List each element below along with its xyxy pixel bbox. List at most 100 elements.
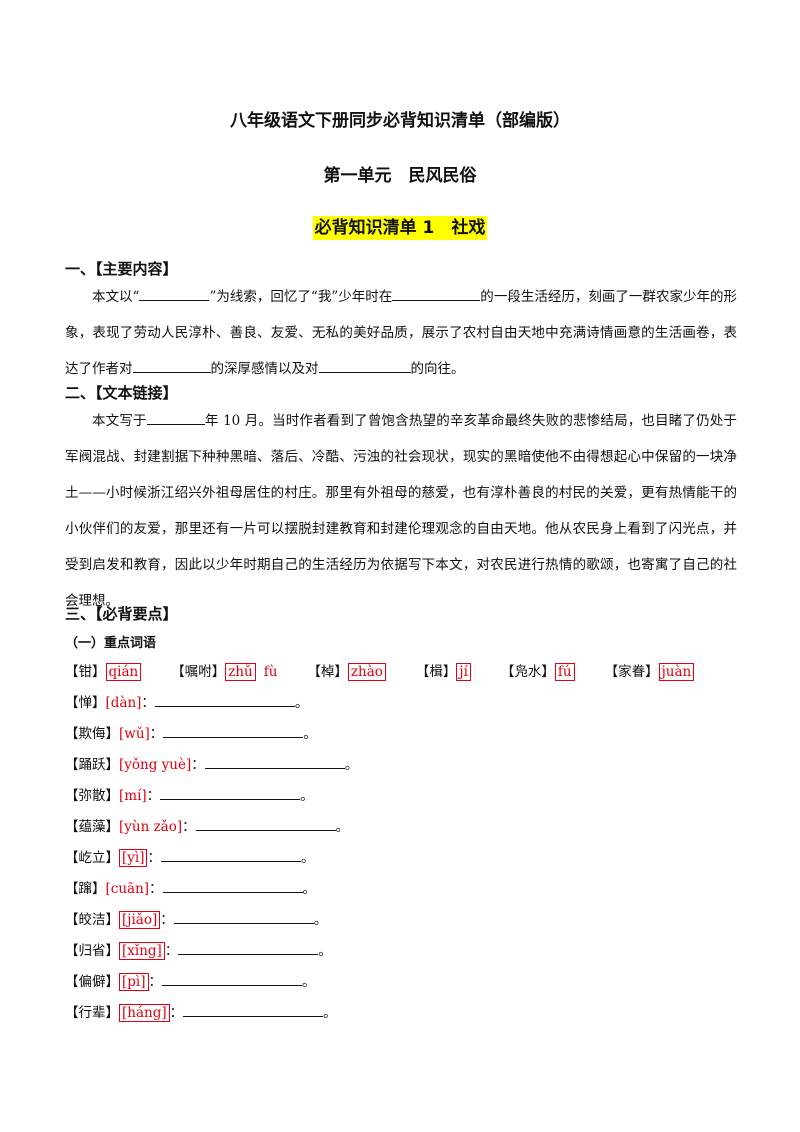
blank <box>132 358 211 373</box>
terminator: 。 <box>294 695 309 711</box>
word: 【欺侮】 <box>65 726 119 742</box>
terminator: 。 <box>323 1005 337 1021</box>
word: 【楫】 <box>415 664 457 680</box>
word: 【弥散】 <box>65 788 119 804</box>
text: ”为线索，回忆了“我”少年时在 <box>209 289 393 305</box>
section-heading: 一、【主要内容】 <box>65 260 178 278</box>
pinyin: [jiǎo] <box>119 911 161 929</box>
text: 的向往。 <box>410 361 465 377</box>
section-heading: 二、【文本链接】 <box>65 384 178 402</box>
blank <box>183 1002 324 1017</box>
pinyin: zhǔ <box>225 663 256 681</box>
separator: ： <box>169 1005 184 1021</box>
word: 【偏僻】 <box>65 974 119 990</box>
pinyin: [pì] <box>119 973 149 991</box>
word: 【凫水】 <box>500 664 555 680</box>
pinyin: [xǐng] <box>119 942 165 960</box>
section: 二、【文本链接】 本文写于年 10 月。当时作者看到了曾饱含热望的辛亥革命最终失败… <box>65 382 737 619</box>
terminator: 。 <box>300 788 314 804</box>
pinyin: [wǔ] <box>119 726 150 742</box>
pinyin: [háng] <box>119 1004 170 1022</box>
text: 年 10 月。当时作者看到了曾饱含热望的辛亥革命最终失败的悲惨结局，也目睹了仍处… <box>65 413 738 609</box>
pinyin: [mí] <box>119 788 147 804</box>
terminator: 。 <box>313 912 328 928</box>
vocab-item: 【棹】 zhào <box>307 657 386 688</box>
blank <box>139 286 210 301</box>
blank <box>154 692 295 707</box>
separator: ： <box>149 881 163 897</box>
subheading: （一）重点词语 <box>65 636 157 651</box>
vocab-row: 【惮】[dàn]： 。 <box>65 688 737 719</box>
lesson-title-text: 必背知识清单 1 社戏 <box>312 216 488 240</box>
blank <box>163 723 304 738</box>
blank <box>318 358 411 373</box>
word: 【蹿】 <box>65 881 106 897</box>
section: 一、【主要内容】本文以“ ”为线索，回忆了“我”少年时在 的一段生活经历，刻画了一群… <box>65 258 737 387</box>
terminator: 。 <box>302 974 316 990</box>
word: 【归省】 <box>65 943 119 959</box>
pinyin: [cuān] <box>105 881 150 897</box>
separator: ： <box>149 726 164 742</box>
separator: ： <box>160 912 174 928</box>
separator: ： <box>146 788 161 804</box>
vocab-row: 【蕴藻】[yùn zǎo]： 。 <box>65 812 737 843</box>
lesson-title: 必背知识清单 1 社戏 <box>0 213 800 240</box>
separator: ： <box>147 850 161 866</box>
separator: ： <box>164 943 179 959</box>
terminator: 。 <box>303 726 317 742</box>
pinyin: juàn <box>658 663 695 681</box>
word: 【屹立】 <box>65 850 119 866</box>
word: 【钳】 <box>65 664 106 680</box>
pinyin: [yùn zǎo] <box>119 819 183 835</box>
word: 【皎洁】 <box>65 912 119 928</box>
separator: ： <box>191 757 205 773</box>
pinyin: zhào <box>347 663 386 681</box>
vocab-row: 【弥散】[mí]： 。 <box>65 781 737 812</box>
vocab-row: 【偏僻】 [pì]： 。 <box>65 967 737 998</box>
vocab-row: 【行辈】 [háng]： 。 <box>65 998 737 1029</box>
blank <box>160 785 301 800</box>
vocab-item: 【楫】 jí <box>416 657 471 688</box>
pinyin: jí <box>456 663 471 681</box>
vocab-row: 【踊跃】[yǒng yuè]： 。 <box>65 750 737 781</box>
blank <box>195 816 336 831</box>
terminator: 。 <box>344 757 359 773</box>
vocab-item: 【钳】 qián <box>65 657 142 688</box>
terminator: 。 <box>300 850 315 866</box>
pinyin: fù <box>263 664 278 680</box>
terminator: 。 <box>318 943 332 959</box>
blank <box>204 754 345 769</box>
separator: ： <box>141 695 155 711</box>
word: 【蕴藻】 <box>65 819 119 835</box>
word: 【家眷】 <box>604 664 659 680</box>
pinyin: [yì] <box>119 849 148 867</box>
blank <box>146 410 205 425</box>
text: 本文以“ <box>92 289 140 305</box>
blank <box>178 940 319 955</box>
blank <box>162 971 302 986</box>
text: 的一段生活经历，刻画了一群农家少年的形象，表现了劳动人民淳朴、善良、友爱、无私的… <box>65 289 737 377</box>
word: 【行辈】 <box>65 1005 119 1021</box>
word: 【嘱咐】 <box>171 664 226 680</box>
word: 【踊跃】 <box>65 757 119 773</box>
text: 的深厚感情以及对 <box>210 361 319 377</box>
word: 【惮】 <box>65 695 106 711</box>
text: 本文写于 <box>92 413 147 429</box>
unit-title: 第一单元 民风民俗 <box>323 166 477 186</box>
section: 三、【必背要点】 （一）重点词语 【钳】 qián 【嘱咐】 zhǔ fù 【棹】 zhào 【楫… <box>65 603 737 1029</box>
pinyin: qián <box>105 663 142 681</box>
vocab-item: 【家眷】 juàn <box>605 657 695 688</box>
blank <box>162 878 303 893</box>
pinyin: fú <box>554 663 575 681</box>
separator: ： <box>182 819 196 835</box>
vocab-row: 【皎洁】 [jiǎo]： 。 <box>65 905 737 936</box>
vocab-row: 【欺侮】[wǔ]： 。 <box>65 719 737 750</box>
terminator: 。 <box>335 819 350 835</box>
paragraph: 本文以“ ”为线索，回忆了“我”少年时在 的一段生活经历，刻画了一群农家少年的形象，… <box>65 279 737 387</box>
vocab-item: 【凫水】 fú <box>501 657 575 688</box>
blank <box>392 286 481 301</box>
vocab-row: 【屹立】 [yì]： 。 <box>65 843 737 874</box>
separator: ： <box>148 974 163 990</box>
pinyin: [dàn] <box>105 695 142 711</box>
